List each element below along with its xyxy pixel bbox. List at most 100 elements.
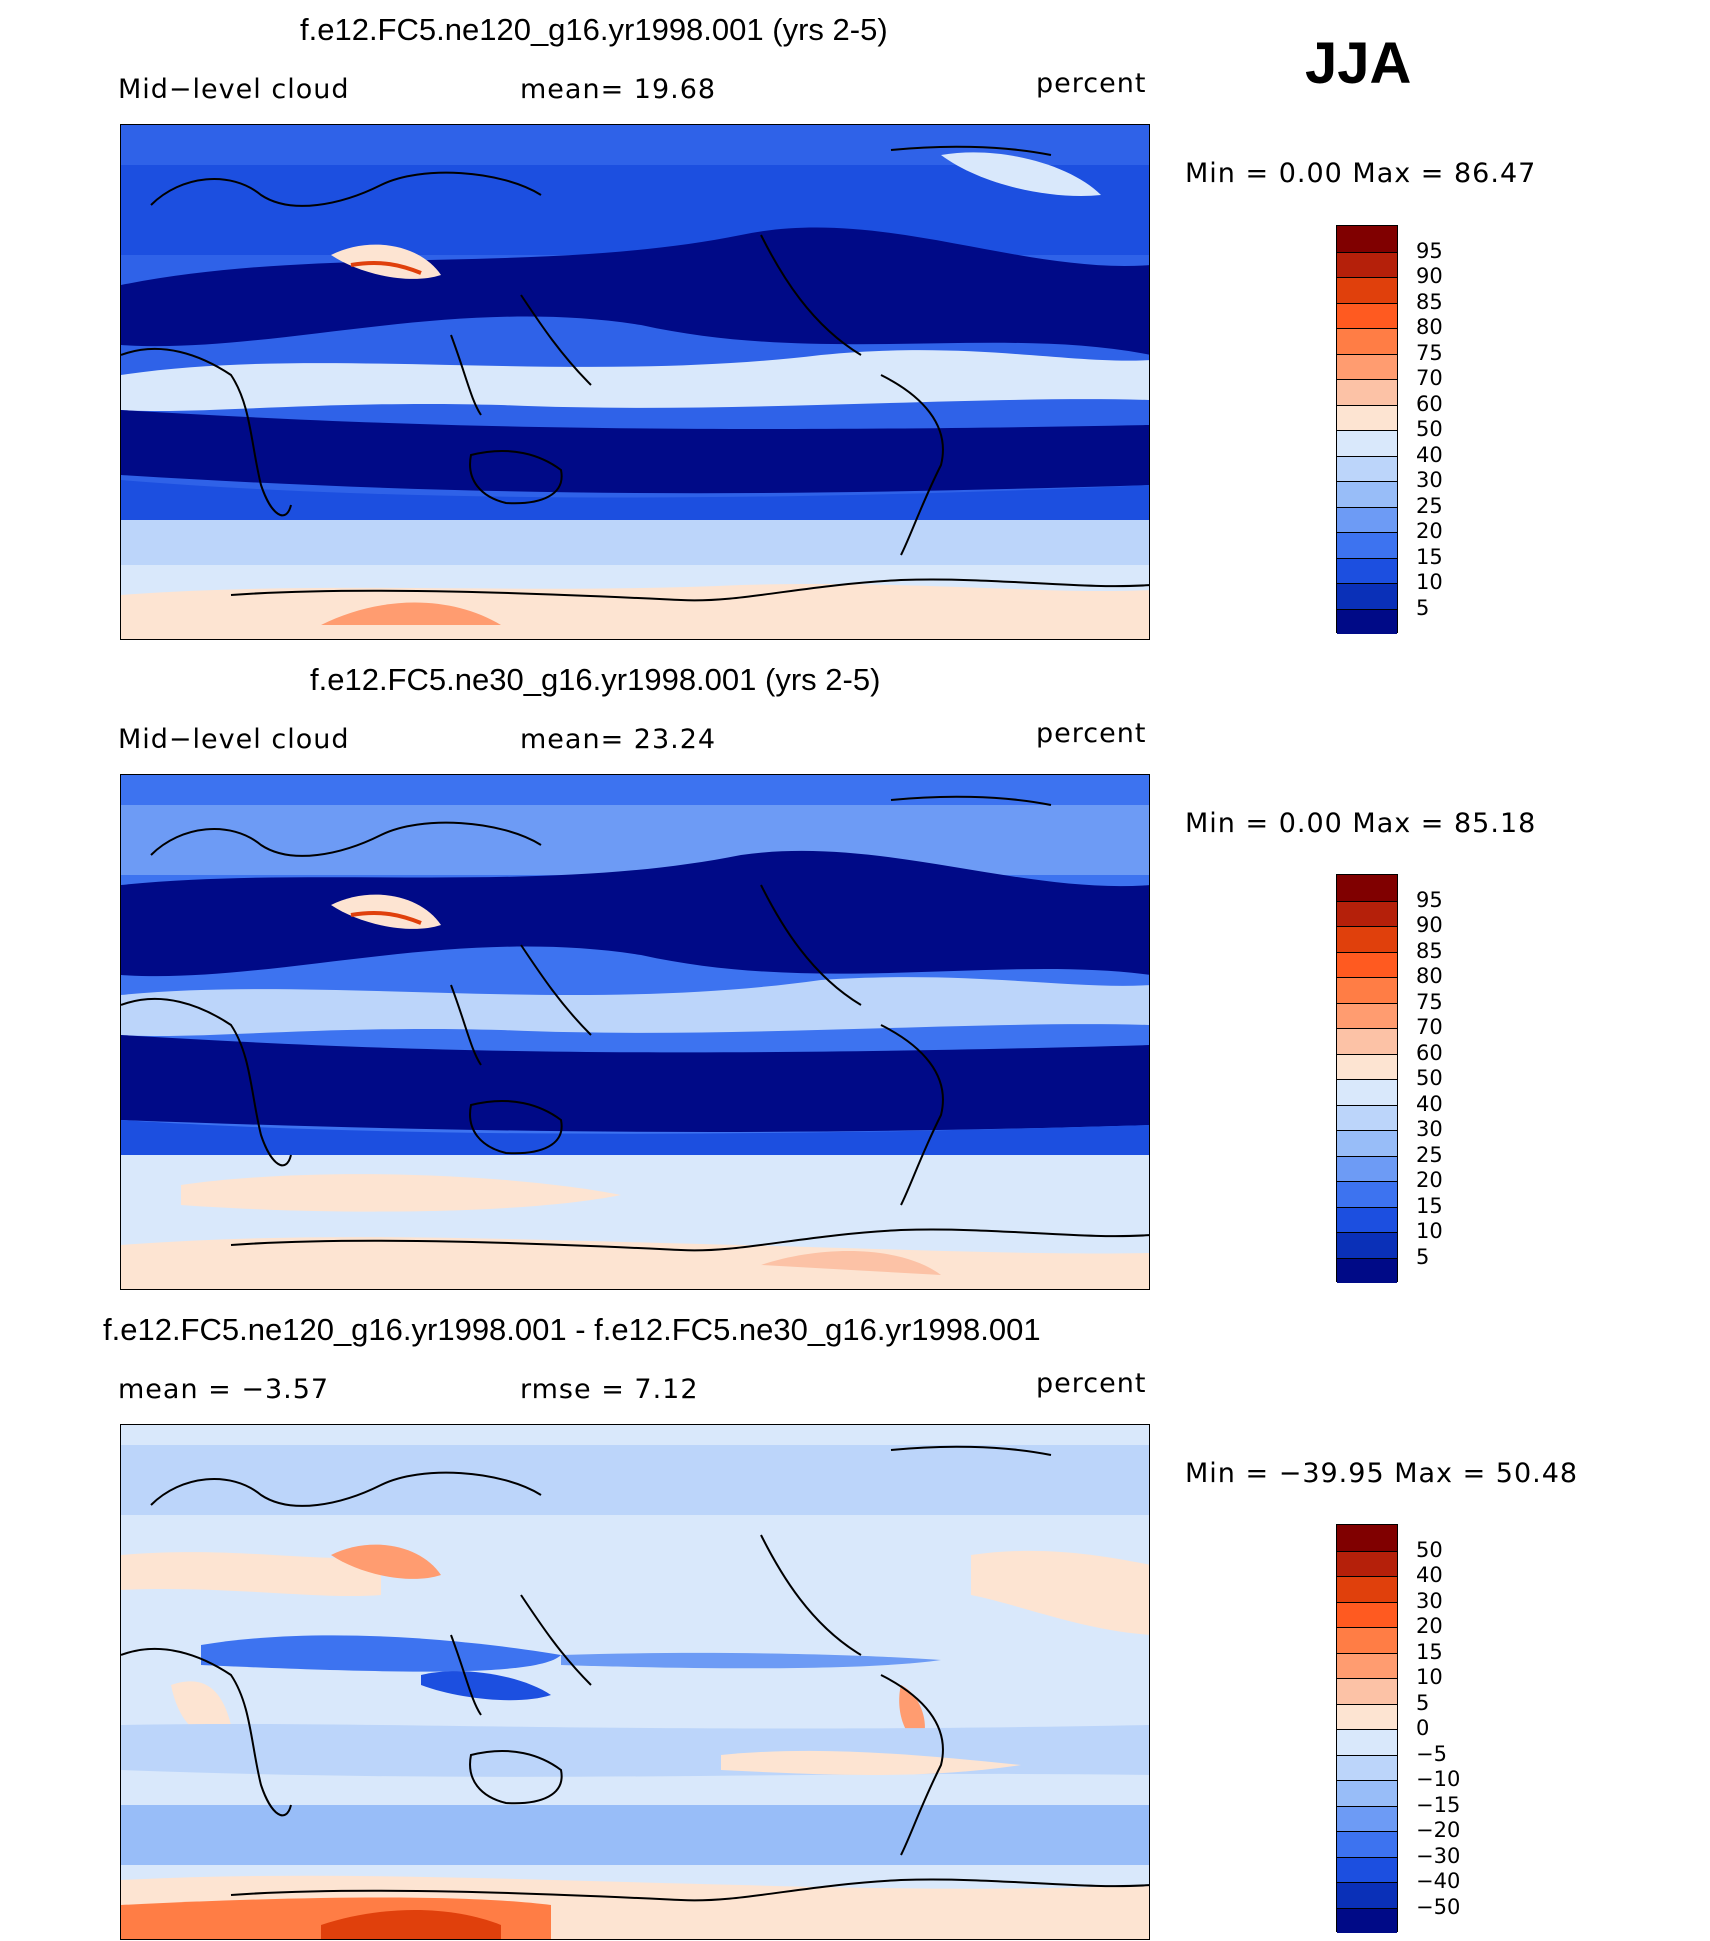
colorbar-cell [1337, 1729, 1397, 1755]
colorbar-cell [1337, 1104, 1397, 1130]
colorbar-cell [1337, 1053, 1397, 1079]
colorbar-tick-label: −50 [1416, 1894, 1461, 1919]
colorbar-cell [1337, 1181, 1397, 1207]
colorbar-tick-label: 40 [1416, 442, 1443, 467]
panel-2-minmax: Min = 0.00 Max = 85.18 [1185, 808, 1537, 839]
colorbar-cell [1337, 353, 1397, 379]
colorbar-cell [1337, 1678, 1397, 1704]
colorbar-tick-label: 85 [1416, 289, 1443, 314]
colorbar-cell [1337, 302, 1397, 328]
colorbar-cell [1337, 1002, 1397, 1028]
colorbar-tick-label: 50 [1416, 1066, 1443, 1090]
colorbar-cell [1337, 1601, 1397, 1627]
colorbar-tick-label: 70 [1416, 366, 1443, 390]
colorbar-cell [1337, 1805, 1397, 1831]
colorbar-tick-label: 60 [1416, 391, 1443, 416]
colorbar-tick-label: 15 [1416, 1193, 1443, 1218]
colorbar-cell [1337, 900, 1397, 926]
colorbar-tick-label: 10 [1416, 1665, 1443, 1689]
colorbar-cell [1337, 977, 1397, 1003]
colorbar-tick-label: −15 [1416, 1792, 1461, 1817]
colorbar-tick-label: 95 [1416, 887, 1443, 912]
colorbar-tick-label: 50 [1416, 1537, 1443, 1562]
colorbar-tick-label: 70 [1416, 1015, 1443, 1039]
colorbar-tick-label: 90 [1416, 264, 1443, 288]
colorbar-cell [1337, 506, 1397, 532]
colorbar-cell [1337, 1576, 1397, 1602]
panel-3-title: f.e12.FC5.ne120_g16.yr1998.001 - f.e12.F… [103, 1312, 1041, 1347]
colorbar-tick-label: 30 [1416, 1117, 1443, 1141]
panel-1-colorbar [1336, 225, 1398, 634]
colorbar-tick-label: 20 [1416, 1168, 1443, 1192]
colorbar-cell [1337, 1206, 1397, 1232]
colorbar-tick-label: 5 [1416, 595, 1430, 620]
colorbar-tick-label: 75 [1416, 340, 1443, 365]
colorbar-tick-label: 5 [1416, 1244, 1430, 1269]
colorbar-tick-label: 15 [1416, 1639, 1443, 1664]
colorbar-tick-label: 40 [1416, 1091, 1443, 1116]
colorbar-cell [1337, 1831, 1397, 1857]
colorbar-cell [1337, 251, 1397, 277]
colorbar-tick-label: −30 [1416, 1843, 1461, 1868]
panel-3-mean-label: mean = −3.57 [118, 1374, 330, 1405]
colorbar-cell [1337, 1130, 1397, 1156]
colorbar-tick-label: −10 [1416, 1767, 1461, 1791]
panel-2-colorbar [1336, 874, 1398, 1283]
colorbar-cell [1337, 481, 1397, 507]
colorbar-tick-label: 5 [1416, 1690, 1430, 1715]
colorbar-cell [1337, 1907, 1397, 1933]
colorbar-cell [1337, 557, 1397, 583]
colorbar-tick-label: 75 [1416, 989, 1443, 1014]
colorbar-tick-label: −40 [1416, 1869, 1461, 1893]
colorbar-tick-label: 40 [1416, 1563, 1443, 1587]
colorbar-tick-label: 25 [1416, 493, 1443, 518]
colorbar-tick-label: 10 [1416, 570, 1443, 594]
colorbar-cell [1337, 1703, 1397, 1729]
colorbar-tick-label: −5 [1416, 1741, 1447, 1766]
colorbar-cell [1337, 1155, 1397, 1181]
colorbar-cell [1337, 1525, 1397, 1551]
colorbar-tick-label: 80 [1416, 315, 1443, 339]
panel-1-variable-label: Mid−level cloud [118, 74, 350, 105]
colorbar-cell [1337, 608, 1397, 634]
colorbar-cell [1337, 1257, 1397, 1283]
colorbar-tick-label: 95 [1416, 238, 1443, 263]
colorbar-tick-label: 0 [1416, 1716, 1430, 1740]
panel-1-minmax: Min = 0.00 Max = 86.47 [1185, 158, 1537, 189]
colorbar-cell [1337, 583, 1397, 609]
colorbar-cell [1337, 1550, 1397, 1576]
colorbar-cell [1337, 532, 1397, 558]
colorbar-cell [1337, 1652, 1397, 1678]
colorbar-cell [1337, 379, 1397, 405]
panel-1-field [121, 125, 1149, 639]
colorbar-tick-label: 30 [1416, 1588, 1443, 1613]
colorbar-tick-label: 60 [1416, 1040, 1443, 1065]
colorbar-cell [1337, 1856, 1397, 1882]
panel-2-title: f.e12.FC5.ne30_g16.yr1998.001 (yrs 2-5) [310, 662, 881, 697]
colorbar-cell [1337, 951, 1397, 977]
panel-2-field [121, 775, 1149, 1289]
colorbar-tick-label: 15 [1416, 544, 1443, 569]
panel-1-units-label: percent [1036, 68, 1147, 99]
panel-1-title: f.e12.FC5.ne120_g16.yr1998.001 (yrs 2-5) [300, 12, 888, 47]
colorbar-tick-label: −20 [1416, 1818, 1461, 1842]
colorbar-cell [1337, 1028, 1397, 1054]
panel-2-map [120, 774, 1150, 1290]
colorbar-cell [1337, 875, 1397, 901]
colorbar-cell [1337, 1754, 1397, 1780]
colorbar-tick-label: 10 [1416, 1219, 1443, 1243]
colorbar-tick-label: 90 [1416, 913, 1443, 937]
colorbar-cell [1337, 404, 1397, 430]
colorbar-tick-label: 85 [1416, 938, 1443, 963]
colorbar-cell [1337, 926, 1397, 952]
panel-1-map [120, 124, 1150, 640]
colorbar-cell [1337, 328, 1397, 354]
panel-3-map [120, 1424, 1150, 1940]
colorbar-tick-label: 50 [1416, 417, 1443, 441]
panel-2-mean-label: mean= 23.24 [520, 724, 717, 755]
colorbar-cell [1337, 1232, 1397, 1258]
panel-3-colorbar [1336, 1524, 1398, 1933]
colorbar-cell [1337, 277, 1397, 303]
colorbar-tick-label: 20 [1416, 519, 1443, 543]
colorbar-cell [1337, 1627, 1397, 1653]
